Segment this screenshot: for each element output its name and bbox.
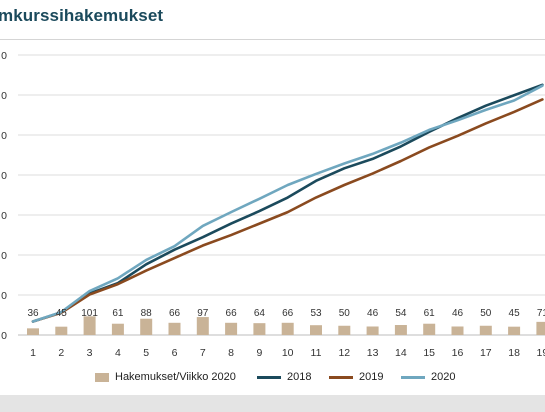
legend-label-bars: Hakemukset/Viikko 2020 bbox=[115, 371, 236, 383]
bar-data-label: 53 bbox=[310, 308, 322, 319]
bar bbox=[111, 323, 124, 335]
x-tick-label: 14 bbox=[395, 347, 407, 359]
bar bbox=[27, 328, 39, 335]
y-tick-label: 0 bbox=[1, 210, 7, 222]
bar-data-label: 61 bbox=[424, 308, 436, 319]
y-tick-label: 0 bbox=[1, 330, 7, 342]
bar-data-label: 66 bbox=[282, 308, 294, 319]
bar-data-label: 88 bbox=[141, 308, 153, 319]
x-tick-label: 3 bbox=[87, 347, 93, 359]
bar-data-labels: 36 45 101 61 88 66 97 66 64 66 53 50 46 54 61 46 50 45 71 bbox=[27, 308, 545, 319]
x-tick-label: 2 bbox=[58, 347, 64, 359]
bar bbox=[338, 325, 351, 335]
bar-data-label: 45 bbox=[56, 308, 68, 319]
bar bbox=[140, 318, 153, 335]
legend-label-2019: 2019 bbox=[359, 371, 384, 383]
x-tick-label: 16 bbox=[452, 347, 464, 359]
chart-title: mkurssihakemukset bbox=[0, 6, 164, 25]
bar bbox=[423, 323, 436, 335]
bar-data-label: 66 bbox=[226, 308, 238, 319]
chart-legend: Hakemukset/Viikko 2020 2018 2019 2020 bbox=[95, 369, 475, 387]
y-tick-label: 0 bbox=[1, 250, 7, 262]
bar bbox=[83, 316, 96, 335]
y-axis-ticks: 0 0 0 0 0 0 0 0 bbox=[1, 50, 7, 342]
x-tick-label: 10 bbox=[282, 347, 294, 359]
x-tick-label: 9 bbox=[256, 347, 262, 359]
x-tick-label: 5 bbox=[143, 347, 149, 359]
x-tick-label: 4 bbox=[115, 347, 121, 359]
y-tick-label: 0 bbox=[1, 170, 7, 182]
series-line-2019 bbox=[31, 98, 544, 323]
bar-data-label: 64 bbox=[254, 308, 266, 319]
bar-data-label: 36 bbox=[27, 308, 39, 319]
series-line-2020 bbox=[31, 84, 544, 323]
bar bbox=[253, 323, 266, 335]
bar-data-label: 71 bbox=[537, 308, 545, 319]
legend-item-bars: Hakemukset/Viikko 2020 bbox=[95, 369, 236, 385]
line-series bbox=[31, 83, 544, 323]
y-tick-label: 0 bbox=[1, 50, 7, 62]
bar-data-label: 50 bbox=[339, 308, 351, 319]
bar-data-label: 66 bbox=[169, 308, 181, 319]
x-tick-label: 6 bbox=[172, 347, 178, 359]
x-tick-label: 15 bbox=[423, 347, 435, 359]
bar bbox=[536, 321, 545, 335]
bar-data-label: 46 bbox=[367, 308, 379, 319]
bar bbox=[281, 322, 294, 335]
bar bbox=[310, 325, 322, 335]
bar bbox=[394, 325, 407, 335]
bar-data-label: 45 bbox=[509, 308, 521, 319]
legend-label-2018: 2018 bbox=[287, 371, 312, 383]
bar bbox=[225, 322, 238, 335]
x-tick-label: 12 bbox=[338, 347, 350, 359]
x-tick-label: 18 bbox=[508, 347, 520, 359]
legend-label-2020: 2020 bbox=[431, 371, 456, 383]
bar-data-label: 101 bbox=[81, 308, 98, 319]
bar-series bbox=[27, 316, 545, 335]
x-tick-label: 19 bbox=[537, 347, 545, 359]
bar bbox=[479, 325, 492, 335]
x-tick-label: 1 bbox=[30, 347, 36, 359]
x-tick-label: 13 bbox=[367, 347, 379, 359]
x-tick-label: 17 bbox=[480, 347, 492, 359]
legend-swatch-2019 bbox=[329, 375, 353, 379]
x-axis-ticks: 12345678910111213141516171819 bbox=[30, 347, 545, 359]
y-tick-label: 0 bbox=[1, 130, 7, 142]
title-divider bbox=[0, 39, 545, 40]
bar-data-label: 61 bbox=[112, 308, 124, 319]
bar-data-label: 46 bbox=[452, 308, 464, 319]
legend-swatch-2020 bbox=[401, 375, 425, 379]
bar-data-label: 54 bbox=[395, 308, 407, 319]
legend-item-2020: 2020 bbox=[401, 369, 455, 385]
bar bbox=[366, 326, 379, 335]
legend-item-2019: 2019 bbox=[329, 369, 383, 385]
bar bbox=[55, 326, 68, 335]
x-tick-label: 7 bbox=[200, 347, 206, 359]
legend-swatch-bars bbox=[95, 372, 109, 382]
x-tick-label: 11 bbox=[311, 347, 322, 359]
bar bbox=[196, 317, 209, 335]
bar-data-label: 50 bbox=[480, 308, 492, 319]
y-tick-label: 0 bbox=[1, 290, 7, 302]
legend-swatch-2018 bbox=[257, 375, 281, 379]
y-tick-label: 0 bbox=[1, 90, 7, 102]
bottom-band bbox=[0, 395, 545, 412]
legend-item-2018: 2018 bbox=[257, 369, 311, 385]
bar bbox=[508, 326, 521, 335]
bar bbox=[168, 322, 181, 335]
x-tick-label: 8 bbox=[228, 347, 234, 359]
bar-data-label: 97 bbox=[197, 308, 209, 319]
bar bbox=[451, 326, 464, 335]
